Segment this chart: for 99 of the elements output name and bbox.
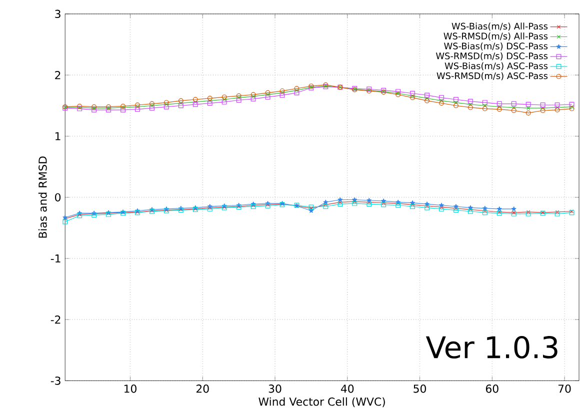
point xyxy=(410,204,416,210)
y-axis-title: Bias and RMSD xyxy=(38,156,47,238)
point xyxy=(424,92,430,98)
y-tick-label: -2 xyxy=(50,316,60,324)
point xyxy=(497,206,502,212)
point xyxy=(178,103,184,108)
x-tick-label: 10 xyxy=(124,384,136,394)
point xyxy=(366,202,372,207)
legend-label: WS-Bias(m/s) DSC-Pass xyxy=(444,42,548,51)
point xyxy=(396,89,401,94)
x-tick-label: 50 xyxy=(414,384,426,394)
point xyxy=(439,206,444,212)
annotation: Ver 1.0.3 xyxy=(426,336,558,359)
point xyxy=(554,108,560,113)
point xyxy=(540,102,546,108)
y-tick-label: 1 xyxy=(56,132,60,140)
point xyxy=(192,97,198,102)
point xyxy=(164,104,169,110)
point xyxy=(439,95,444,100)
point xyxy=(135,107,140,112)
point xyxy=(236,98,242,103)
point xyxy=(468,205,473,210)
point xyxy=(178,98,184,104)
point xyxy=(280,92,285,98)
point xyxy=(250,92,256,98)
legend-label: WS-Bias(m/s) All-Pass xyxy=(452,22,548,31)
point xyxy=(410,91,416,96)
point xyxy=(468,105,473,110)
point xyxy=(164,102,168,106)
point xyxy=(294,86,300,92)
point xyxy=(424,205,430,210)
point xyxy=(482,100,488,106)
point xyxy=(280,88,285,94)
point xyxy=(511,102,516,106)
y-tick-label: 3 xyxy=(55,10,60,18)
point xyxy=(192,102,198,108)
point xyxy=(482,106,488,112)
point xyxy=(135,102,140,108)
x-tick-label: 30 xyxy=(268,384,282,394)
point xyxy=(496,107,502,112)
point xyxy=(554,212,560,217)
point xyxy=(453,97,458,102)
point xyxy=(396,202,401,208)
point xyxy=(526,110,531,116)
point xyxy=(496,102,502,106)
legend-label: WS-RMSD(m/s) ASC-Pass xyxy=(436,72,548,80)
legend-label: WS-RMSD(m/s) All-Pass xyxy=(444,32,548,41)
point xyxy=(222,100,227,105)
point xyxy=(149,102,154,106)
legend-label: WS-Bias(m/s) ASC-Pass xyxy=(444,62,548,71)
x-tick-label: 70 xyxy=(558,384,571,394)
point xyxy=(120,108,126,113)
point xyxy=(468,209,473,214)
point xyxy=(526,210,530,214)
point xyxy=(294,90,300,96)
point xyxy=(410,95,416,100)
point xyxy=(308,208,314,214)
x-tick-label: 40 xyxy=(340,384,354,394)
point xyxy=(526,212,531,217)
point xyxy=(381,202,386,208)
legend-label: WS-RMSD(m/s) DSC-Pass xyxy=(436,52,548,61)
point xyxy=(250,96,256,102)
point xyxy=(424,98,430,104)
point xyxy=(555,210,560,214)
point xyxy=(482,206,488,211)
point xyxy=(482,210,488,216)
point xyxy=(453,103,458,108)
x-tick-label: 20 xyxy=(196,384,209,394)
point xyxy=(468,99,473,104)
x-tick-label: 60 xyxy=(486,384,498,394)
point xyxy=(323,200,328,204)
point xyxy=(294,88,299,92)
point xyxy=(511,206,516,212)
point xyxy=(352,201,358,206)
point xyxy=(554,102,560,108)
point xyxy=(222,94,227,100)
point xyxy=(439,100,444,106)
point xyxy=(526,106,530,110)
point xyxy=(265,94,270,100)
point xyxy=(207,96,212,101)
point xyxy=(511,108,516,114)
y-tick-label: 0 xyxy=(55,193,61,202)
point xyxy=(62,220,68,224)
point xyxy=(323,204,328,210)
point xyxy=(236,94,242,99)
y-tick-label: 2 xyxy=(55,71,60,80)
point xyxy=(207,100,212,106)
point xyxy=(338,202,343,207)
point xyxy=(106,108,112,113)
point xyxy=(540,108,546,114)
point xyxy=(92,108,97,113)
x-axis-title: Wind Vector Cell (WVC) xyxy=(258,398,385,408)
point xyxy=(453,208,458,213)
point xyxy=(164,100,169,106)
point xyxy=(526,102,531,108)
point xyxy=(149,106,154,111)
point xyxy=(251,94,256,99)
y-tick-label: -1 xyxy=(50,254,60,263)
y-tick-label: -3 xyxy=(50,376,60,386)
